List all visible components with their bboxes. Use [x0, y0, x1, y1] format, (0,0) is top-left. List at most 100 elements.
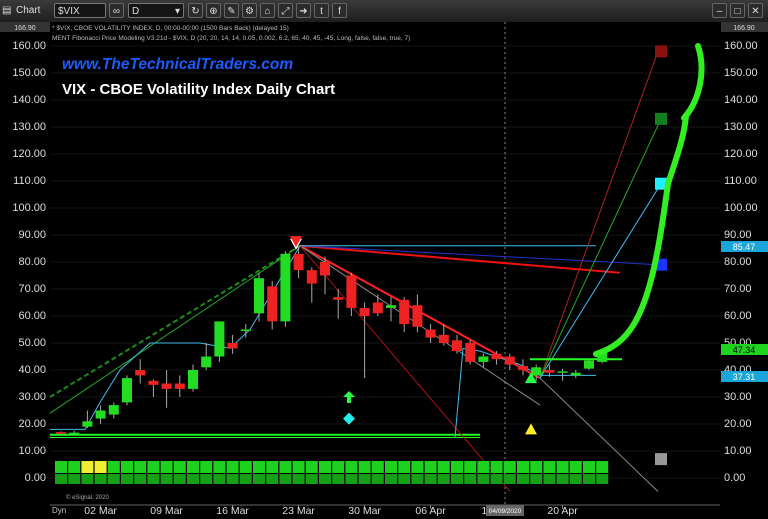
- gauge-cell-lower: [477, 474, 490, 484]
- gauge-cell-lower: [55, 474, 67, 484]
- candle-down: [346, 275, 357, 308]
- gauge-cell: [55, 461, 67, 473]
- candle-down: [306, 270, 317, 284]
- gauge-cell: [134, 461, 147, 473]
- projection-arc: [593, 43, 705, 357]
- y-tick-label: 120.00: [12, 148, 46, 160]
- gauge-cell: [358, 461, 371, 473]
- candle-up: [214, 321, 225, 357]
- trend-support-thin: [49, 245, 301, 414]
- candle-up: [254, 278, 264, 314]
- gauge-cell: [583, 461, 595, 473]
- gauge-cell: [94, 461, 107, 473]
- candle-down: [452, 340, 462, 352]
- refresh-icon[interactable]: ↻: [188, 3, 203, 18]
- candle-down: [425, 329, 436, 338]
- y-tick-label-right: 130.00: [724, 121, 758, 133]
- crosshair-icon[interactable]: ⊕: [206, 3, 221, 18]
- maximize-icon[interactable]: □: [730, 3, 745, 18]
- candle-down: [267, 286, 278, 322]
- y-tick-label-right: 60.00: [724, 310, 752, 322]
- candle-up: [95, 410, 106, 419]
- badge-47-bg: [721, 344, 768, 355]
- facebook-icon[interactable]: f: [332, 3, 347, 18]
- yellow-signal-triangle: [525, 423, 537, 435]
- share-icon[interactable]: ➜: [296, 3, 311, 18]
- candle-down: [148, 380, 159, 385]
- copyright: © eSignal, 2020: [66, 494, 109, 501]
- y-tick-label: 40.00: [18, 364, 46, 376]
- gauge-cell-lower: [187, 474, 199, 484]
- gauge-cell-lower: [437, 474, 450, 484]
- y-tick-label: 160.00: [12, 40, 46, 52]
- candle-down: [56, 432, 66, 434]
- x-tick-label: 23 Mar: [282, 505, 315, 517]
- target-square-cyan: [655, 177, 667, 190]
- gauge-cell-lower: [305, 474, 318, 484]
- gauge-cell-lower: [239, 474, 252, 484]
- gauge-cell-lower: [517, 474, 529, 484]
- gauge-cell-lower: [490, 474, 503, 484]
- draw-icon[interactable]: ✎: [224, 3, 239, 18]
- gauge-cell-lower: [543, 474, 556, 484]
- symbol-value: $VIX: [58, 6, 80, 17]
- y-axis-right: 0.0010.0020.0030.0040.0050.0060.0070.008…: [724, 40, 758, 484]
- dyn-label: Dyn: [52, 506, 66, 515]
- gauge-cell: [213, 461, 226, 473]
- y-tick-label: 60.00: [18, 310, 46, 322]
- candle-down: [161, 383, 172, 389]
- candle-up: [201, 356, 212, 368]
- website-watermark: www.TheTechnicalTraders.com: [62, 56, 293, 73]
- gauge-cell-lower: [332, 474, 345, 484]
- candle-down: [359, 307, 370, 316]
- gauge-cell: [464, 461, 477, 473]
- candle-down: [293, 253, 304, 271]
- gauge-cell: [107, 461, 120, 473]
- chart-icon: ▤: [2, 5, 12, 16]
- fit-icon[interactable]: ⤢: [278, 3, 293, 18]
- gauge-cell: [477, 461, 490, 473]
- gauge-cell: [292, 461, 305, 473]
- fib-proj-green: [539, 118, 662, 379]
- lock-icon[interactable]: ⌂: [260, 3, 275, 18]
- candle-down: [438, 334, 449, 343]
- gauge-cell: [411, 461, 424, 473]
- y-axis-left: 0.00 10.00 20.00 30.00 40.00 50.00 60.00 70.00 8…: [12, 40, 46, 484]
- gauge-cell-lower: [345, 474, 358, 484]
- y-tick-label: 20.00: [18, 418, 46, 430]
- close-icon[interactable]: ✕: [748, 3, 763, 18]
- candle-up: [584, 360, 594, 369]
- chevron-down-icon: ▾: [174, 6, 180, 17]
- chart-background: [0, 22, 768, 519]
- gauge-cell-lower: [451, 474, 463, 484]
- y-tick-label: 150.00: [12, 67, 46, 79]
- gauge-cell: [332, 461, 345, 473]
- candle-up: [280, 253, 291, 322]
- gauge-cell-lower: [292, 474, 305, 484]
- link-icon[interactable]: ∞: [109, 3, 124, 18]
- candle-down: [399, 299, 410, 325]
- badge-85: 85.47: [733, 242, 756, 252]
- gauge-cell-lower: [319, 474, 331, 484]
- interval-select[interactable]: D ▾: [128, 3, 184, 18]
- top-value-badge: [0, 22, 50, 32]
- interval-value: D: [132, 6, 140, 17]
- vix-candlestick-chart[interactable]: * $VIX, CBOE VOLATILITY INDEX, D, 00:00-…: [0, 22, 768, 519]
- badge-37: 37.31: [733, 372, 756, 382]
- candle-down: [174, 383, 185, 389]
- gauge-cell-lower: [253, 474, 265, 484]
- peak-triangle: [290, 236, 302, 248]
- symbol-input[interactable]: $VIX: [54, 3, 106, 18]
- minimize-icon[interactable]: –: [712, 3, 727, 18]
- twitter-icon[interactable]: t: [314, 3, 329, 18]
- candle-up: [82, 421, 93, 427]
- target-square-dark-green: [655, 112, 667, 125]
- settings-icon[interactable]: ⚙: [242, 3, 257, 18]
- x-tick-label: 30 Mar: [348, 505, 381, 517]
- x-tick-label: 02 Mar: [84, 505, 117, 517]
- gauge-cell-lower: [68, 474, 81, 484]
- candle-up: [531, 367, 542, 376]
- gauge-cell-lower: [503, 474, 516, 484]
- gauge-cell: [160, 461, 173, 473]
- gauge-cell: [319, 461, 331, 473]
